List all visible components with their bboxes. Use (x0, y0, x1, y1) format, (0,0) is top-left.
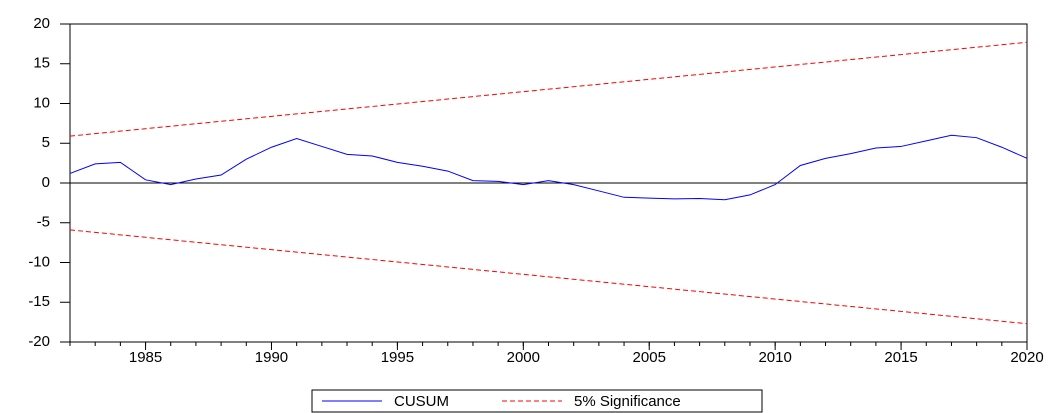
y-tick-label: 0 (42, 174, 50, 191)
series-line (69, 134, 1028, 201)
y-tick-label: 10 (33, 94, 50, 111)
y-tick-label: 5 (42, 134, 50, 151)
y-tick-label: 15 (33, 55, 50, 72)
x-tick-label: 2005 (633, 349, 666, 366)
x-tick-label: 1985 (129, 349, 162, 366)
y-tick-label: -15 (28, 293, 50, 310)
y-tick-label: -20 (28, 333, 50, 350)
x-tick-label: 2020 (1010, 349, 1043, 366)
legend-label: 5% Significance (574, 393, 681, 410)
x-tick-label: 1995 (381, 349, 414, 366)
series-line (69, 41, 1028, 137)
y-tick-label: 20 (33, 15, 50, 32)
y-tick-label: -10 (28, 253, 50, 270)
x-tick-label: 2015 (884, 349, 917, 366)
x-tick-label: 1990 (255, 349, 288, 366)
x-tick-label: 2010 (758, 349, 791, 366)
x-tick-label: 2000 (507, 349, 540, 366)
legend-label: CUSUM (394, 393, 449, 410)
y-tick-label: -5 (37, 214, 50, 231)
series-line (69, 229, 1028, 325)
